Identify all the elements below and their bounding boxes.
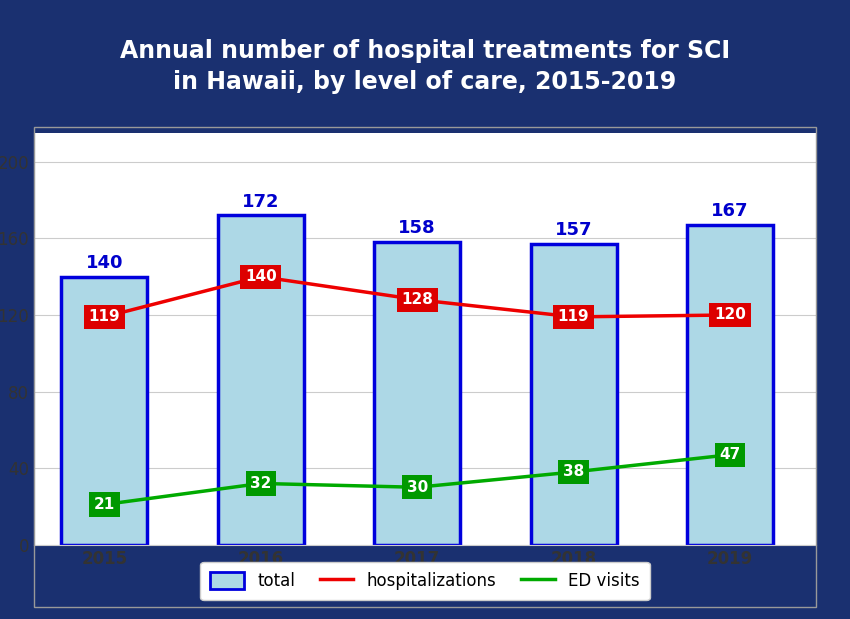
Text: 140: 140 xyxy=(86,254,123,272)
Text: 157: 157 xyxy=(555,222,592,240)
Text: 128: 128 xyxy=(401,292,434,307)
Text: 158: 158 xyxy=(399,219,436,238)
Text: 167: 167 xyxy=(711,202,749,220)
Text: 119: 119 xyxy=(88,310,120,324)
Text: 32: 32 xyxy=(250,476,271,491)
Legend: total, hospitalizations, ED visits: total, hospitalizations, ED visits xyxy=(201,562,649,600)
Text: 30: 30 xyxy=(406,480,428,495)
Bar xyxy=(218,215,303,545)
Text: 47: 47 xyxy=(719,448,740,462)
Text: 140: 140 xyxy=(245,269,276,284)
Text: 38: 38 xyxy=(563,464,584,480)
Text: 120: 120 xyxy=(714,308,746,322)
Bar xyxy=(61,277,147,545)
Bar xyxy=(374,242,460,545)
Text: Annual number of hospital treatments for SCI
in Hawaii, by level of care, 2015-2: Annual number of hospital treatments for… xyxy=(120,39,730,94)
Text: 119: 119 xyxy=(558,310,589,324)
Bar xyxy=(687,225,773,545)
Text: 172: 172 xyxy=(242,193,280,210)
Bar xyxy=(530,244,616,545)
Text: 21: 21 xyxy=(94,497,115,512)
